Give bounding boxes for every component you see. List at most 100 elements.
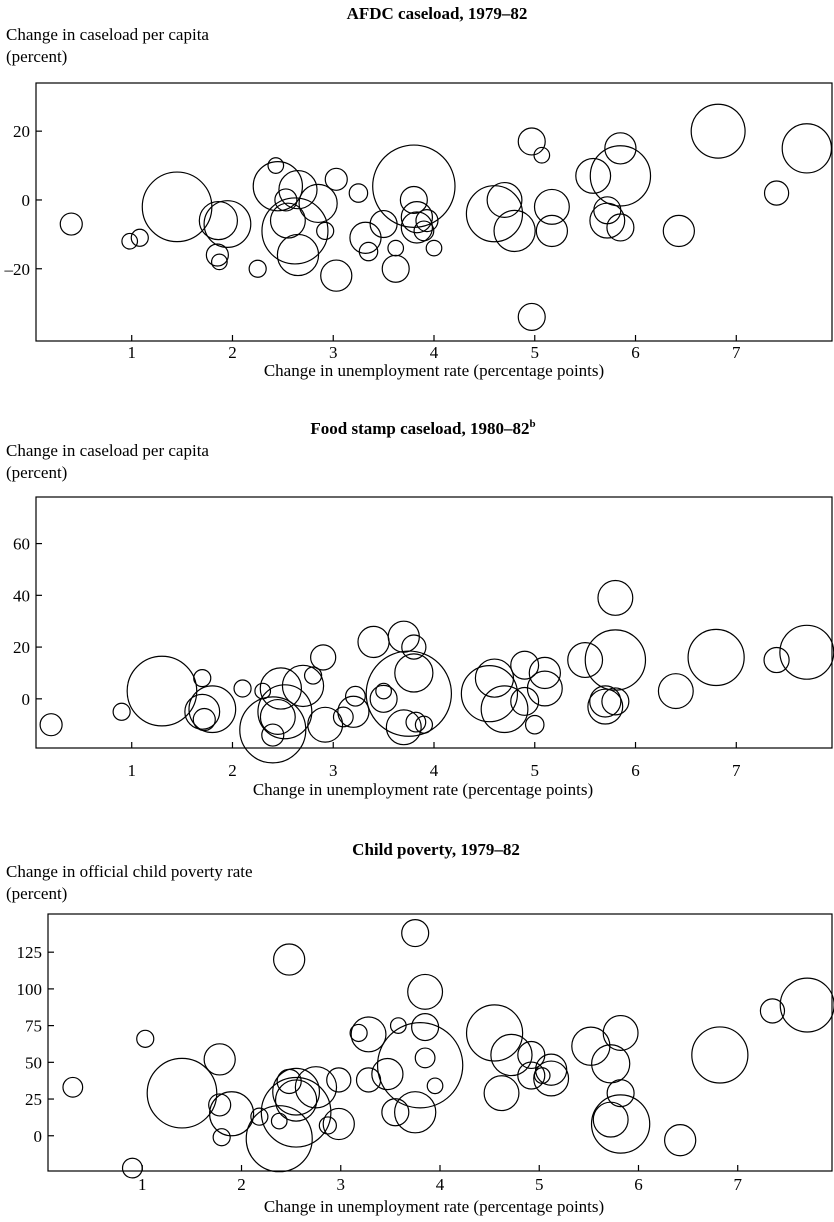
data-bubble [349,1023,368,1043]
data-bubble [208,1091,255,1137]
data-bubble [198,200,239,241]
data-bubble [400,211,434,244]
data-bubble [575,157,612,194]
data-bubble [490,1033,533,1077]
data-bubble [59,212,83,236]
x-tick-label: 7 [733,1175,742,1194]
afdc-chart: AFDC caseload, 1979–82 Change in caseloa… [4,4,833,380]
data-bubble [320,259,353,292]
data-bubble [267,157,285,174]
data-bubble [425,239,443,257]
data-bubble [372,144,456,228]
data-bubble [259,698,296,735]
data-bubble [381,254,410,283]
x-tick-label: 2 [228,343,237,362]
data-bubble [261,723,285,747]
data-bubble [322,1107,355,1141]
data-bubble [533,146,551,164]
x-tick-label: 3 [329,761,338,780]
data-bubble [597,579,634,616]
y-tick-label: 60 [13,535,30,554]
data-bubble [203,1043,236,1076]
data-bubble [276,233,320,277]
data-bubble [252,161,304,212]
data-bubble [389,1017,407,1034]
data-bubble [465,1004,524,1062]
data-bubble [348,183,369,203]
data-bubble [407,973,444,1010]
data-bubble [337,695,370,728]
y-tick-label: 125 [17,943,43,962]
data-bubble [426,1077,444,1095]
data-bubble [414,1047,436,1069]
data-bubble [385,709,422,746]
data-bubble [590,1094,651,1154]
data-bubble [394,653,434,693]
plot-frame [35,496,833,749]
chart-title-footnote: b [530,418,536,430]
data-bubble [184,693,221,730]
data-bubble [371,1057,404,1091]
chart-title-text: Food stamp caseload, 1980–82 [310,419,529,438]
plot-frame [47,913,833,1172]
y-tick-label: 0 [34,1127,43,1146]
data-bubble [401,634,427,660]
data-bubble [584,629,647,691]
data-bubble [310,644,337,671]
data-bubble [480,685,529,734]
bubble-layer [62,919,834,1179]
data-bubble [587,688,624,725]
bubble-layer [59,103,833,331]
y-tick-label: 75 [25,1017,42,1036]
data-bubble [112,702,131,721]
data-bubble [533,188,570,225]
y-axis-label: Change in caseload per capita [6,441,209,460]
data-bubble [260,1076,332,1148]
data-bubble [400,201,434,234]
data-bubble [136,1029,155,1048]
data-bubble [387,620,420,653]
data-bubble [602,1014,639,1051]
data-bubble [239,696,307,764]
data-bubble [405,711,427,733]
x-tick-label: 5 [535,1175,544,1194]
y-tick-label: 0 [22,191,31,210]
data-bubble [332,706,354,728]
x-tick-label: 7 [732,761,741,780]
data-bubble [349,221,382,254]
x-tick-label: 5 [531,761,540,780]
x-tick-label: 3 [329,343,338,362]
data-bubble [211,253,228,271]
x-tick-label: 6 [631,343,640,362]
x-tick-label: 1 [138,1175,147,1194]
bubble-layer [39,579,834,764]
tick-layer: 1 2 3 4 5 6 7 60 40 20 0 [13,535,741,780]
x-axis-label: Change in unemployment rate (percentage … [264,361,604,380]
data-bubble [534,1053,568,1086]
child-poverty-chart: Child poverty, 1979–82 Change in officia… [6,840,834,1216]
data-bubble [517,302,546,331]
data-bubble [274,188,298,212]
y-tick-label: 20 [13,122,30,141]
data-bubble [589,685,622,718]
x-tick-label: 6 [634,1175,643,1194]
data-bubble [355,1067,382,1093]
x-tick-label: 2 [228,761,237,780]
data-bubble [130,228,149,247]
data-bubble [779,624,834,680]
data-bubble [369,684,398,713]
data-bubble [193,669,212,688]
y-axis-label-unit: (percent) [6,884,67,903]
y-axis-label: Change in official child poverty rate [6,862,253,881]
x-tick-label: 2 [237,1175,246,1194]
data-bubble [208,1093,232,1117]
data-bubble [533,1060,570,1097]
data-bubble [344,685,366,707]
data-bubble [460,665,519,723]
data-bubble [535,214,569,248]
data-bubble [567,642,604,679]
data-bubble [316,221,335,241]
data-bubble [272,943,306,976]
data-bubble [358,241,379,262]
